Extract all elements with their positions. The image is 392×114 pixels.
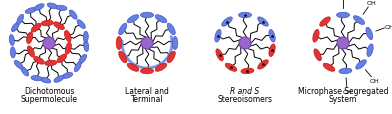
Ellipse shape [336, 13, 350, 19]
Ellipse shape [314, 49, 321, 61]
Circle shape [43, 38, 55, 50]
Ellipse shape [216, 49, 223, 61]
Ellipse shape [62, 73, 73, 79]
Text: R and S: R and S [230, 86, 260, 95]
Ellipse shape [10, 48, 15, 58]
Ellipse shape [323, 64, 335, 72]
Ellipse shape [356, 60, 366, 70]
Ellipse shape [167, 52, 175, 63]
Ellipse shape [215, 30, 221, 43]
Ellipse shape [83, 41, 89, 52]
Ellipse shape [116, 37, 122, 50]
Ellipse shape [14, 61, 23, 69]
Circle shape [239, 38, 251, 50]
Ellipse shape [172, 37, 178, 50]
Text: OH: OH [370, 78, 379, 83]
Ellipse shape [57, 54, 67, 63]
Ellipse shape [65, 31, 71, 43]
Ellipse shape [83, 32, 88, 43]
Ellipse shape [127, 16, 139, 24]
Ellipse shape [31, 24, 41, 33]
Ellipse shape [54, 23, 64, 30]
Text: Dichotomous: Dichotomous [24, 86, 74, 95]
Ellipse shape [40, 78, 51, 83]
Ellipse shape [225, 64, 237, 72]
Text: OH: OH [342, 89, 352, 95]
Ellipse shape [155, 64, 167, 72]
Text: Lateral and: Lateral and [125, 86, 169, 95]
Ellipse shape [222, 18, 232, 27]
Ellipse shape [354, 17, 365, 25]
Ellipse shape [339, 69, 352, 74]
Text: Supermolecule: Supermolecule [20, 94, 78, 103]
Text: OH: OH [366, 1, 376, 6]
Ellipse shape [167, 24, 175, 35]
Ellipse shape [320, 18, 330, 27]
Ellipse shape [241, 69, 254, 74]
Ellipse shape [258, 60, 268, 70]
Ellipse shape [74, 62, 81, 72]
Ellipse shape [127, 64, 139, 72]
Ellipse shape [313, 30, 319, 43]
Ellipse shape [69, 11, 77, 20]
Ellipse shape [56, 6, 67, 11]
Ellipse shape [9, 35, 15, 46]
Circle shape [141, 38, 153, 50]
Text: Stereoisomers: Stereoisomers [218, 94, 272, 103]
Ellipse shape [77, 21, 85, 29]
Text: OH: OH [384, 25, 392, 30]
Text: System: System [329, 94, 357, 103]
Ellipse shape [140, 69, 154, 74]
Circle shape [337, 38, 349, 50]
Ellipse shape [25, 9, 36, 14]
Ellipse shape [269, 30, 275, 43]
Ellipse shape [45, 61, 57, 66]
Ellipse shape [65, 43, 71, 54]
Text: Terminal: Terminal [131, 94, 163, 103]
Ellipse shape [34, 57, 44, 65]
Ellipse shape [155, 16, 167, 24]
Ellipse shape [258, 18, 268, 27]
Ellipse shape [367, 45, 373, 57]
Ellipse shape [366, 28, 373, 40]
Ellipse shape [34, 5, 44, 11]
Ellipse shape [140, 13, 154, 19]
Ellipse shape [54, 76, 64, 83]
Ellipse shape [238, 13, 252, 19]
Ellipse shape [17, 15, 24, 25]
Ellipse shape [21, 67, 29, 76]
Ellipse shape [41, 21, 53, 27]
Ellipse shape [11, 23, 19, 32]
Text: Microphase Segregated: Microphase Segregated [298, 86, 388, 95]
Ellipse shape [27, 47, 34, 57]
Ellipse shape [269, 45, 275, 57]
Ellipse shape [27, 33, 33, 44]
Ellipse shape [119, 52, 127, 63]
Ellipse shape [31, 76, 42, 81]
Ellipse shape [47, 4, 58, 10]
Ellipse shape [119, 24, 127, 35]
Ellipse shape [79, 55, 87, 64]
